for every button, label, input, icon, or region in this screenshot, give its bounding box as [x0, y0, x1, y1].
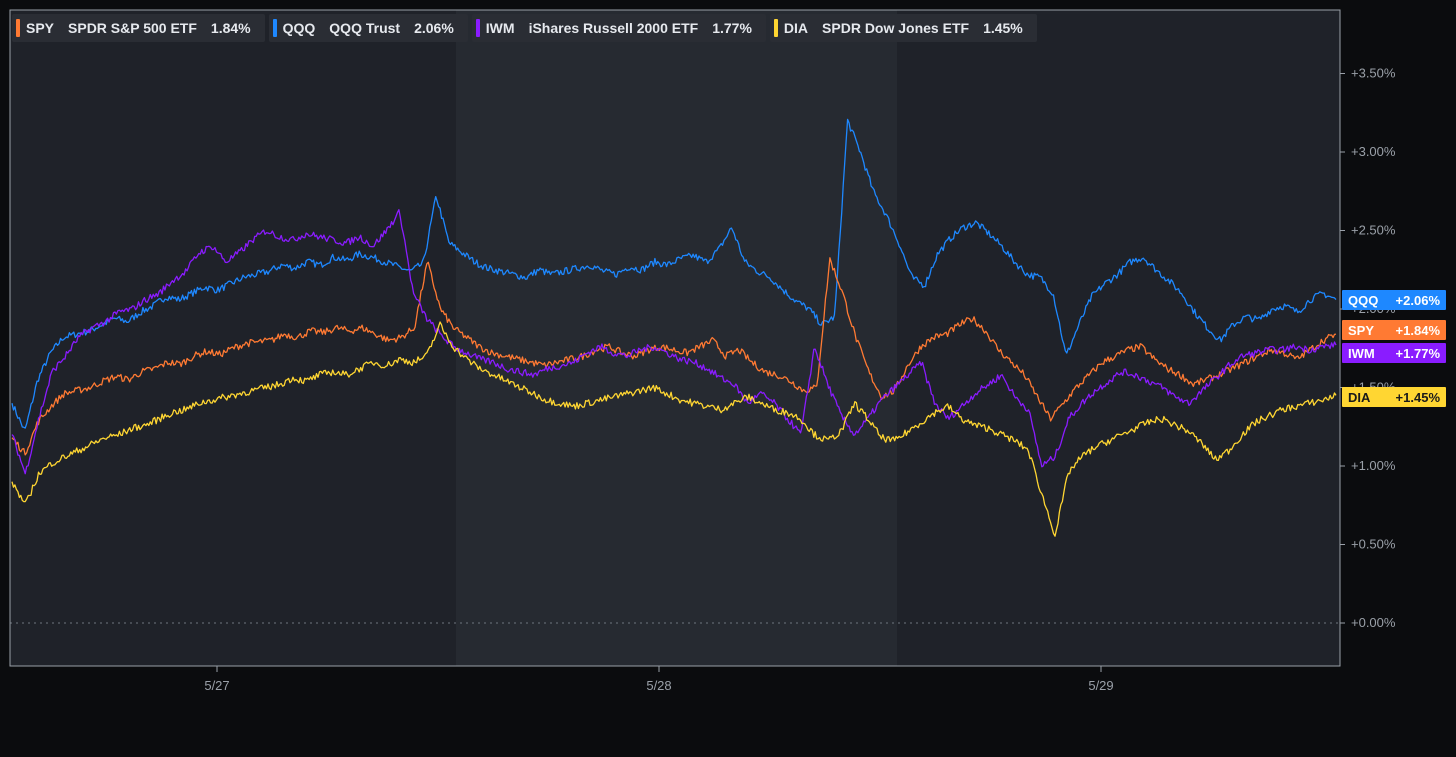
legend-ticker: DIA [783, 20, 809, 36]
shaded-session [456, 10, 897, 666]
y-tick-label: +0.00% [1351, 615, 1396, 630]
legend-item-qqq[interactable]: QQQ QQQ Trust 2.06% [268, 14, 468, 42]
x-tick-label: 5/27 [204, 678, 229, 693]
y-tick-label: +1.00% [1351, 458, 1396, 473]
legend-item-dia[interactable]: DIA SPDR Dow Jones ETF 1.45% [769, 14, 1037, 42]
series-line-dia [11, 321, 1337, 537]
end-label-value: +1.84% [1396, 323, 1441, 338]
legend-name: SPDR S&P 500 ETF [68, 20, 197, 36]
y-tick-label: +3.00% [1351, 144, 1396, 159]
end-label-bg-iwm [1342, 343, 1446, 363]
legend-change: 1.84% [210, 20, 251, 36]
end-label-ticker: IWM [1348, 346, 1375, 361]
end-label-bg-spy [1342, 320, 1446, 340]
end-label-bg-dia [1342, 387, 1446, 407]
end-label-bg-qqq [1342, 290, 1446, 310]
x-tick-label: 5/28 [646, 678, 671, 693]
legend-change: 2.06% [414, 20, 454, 36]
legend-ticker: QQQ [282, 20, 316, 36]
legend-swatch [272, 19, 277, 37]
end-label-ticker: QQQ [1348, 293, 1378, 308]
y-tick-label: +0.50% [1351, 537, 1396, 552]
series-line-qqq [11, 118, 1337, 429]
end-label-value: +1.45% [1396, 390, 1441, 405]
series-group [11, 118, 1337, 537]
legend-item-spy[interactable]: SPY SPDR S&P 500 ETF 1.84% [12, 14, 265, 42]
end-label-ticker: SPY [1348, 323, 1374, 338]
x-tick-label: 5/29 [1088, 678, 1113, 693]
legend-name: SPDR Dow Jones ETF [822, 20, 970, 36]
legend-swatch [773, 19, 778, 37]
legend-swatch [475, 19, 480, 37]
series-line-spy [11, 257, 1337, 456]
legend-ticker: IWM [485, 20, 515, 36]
legend-name: iShares Russell 2000 ETF [528, 20, 699, 36]
legend-swatch [16, 19, 20, 37]
end-label-value: +1.77% [1396, 346, 1441, 361]
y-tick-label: +2.50% [1351, 223, 1396, 238]
legend: SPY SPDR S&P 500 ETF 1.84% QQQ QQQ Trust… [12, 14, 1037, 42]
legend-ticker: SPY [26, 20, 55, 36]
end-label-value: +2.06% [1396, 293, 1441, 308]
legend-item-iwm[interactable]: IWM iShares Russell 2000 ETF 1.77% [471, 14, 766, 42]
legend-change: 1.45% [983, 20, 1023, 36]
series-end-labels: QQQ +2.06% SPY +1.84% IWM +1.77% DIA +1.45% [1342, 290, 1446, 407]
legend-name: QQQ Trust [329, 20, 401, 36]
y-tick-label: +3.50% [1351, 66, 1396, 81]
plot-border [9, 9, 1341, 667]
x-axis: 5/27 5/28 5/29 [204, 666, 1114, 693]
end-label-ticker: DIA [1348, 390, 1371, 405]
legend-change: 1.77% [712, 20, 752, 36]
series-line-iwm [11, 209, 1337, 475]
